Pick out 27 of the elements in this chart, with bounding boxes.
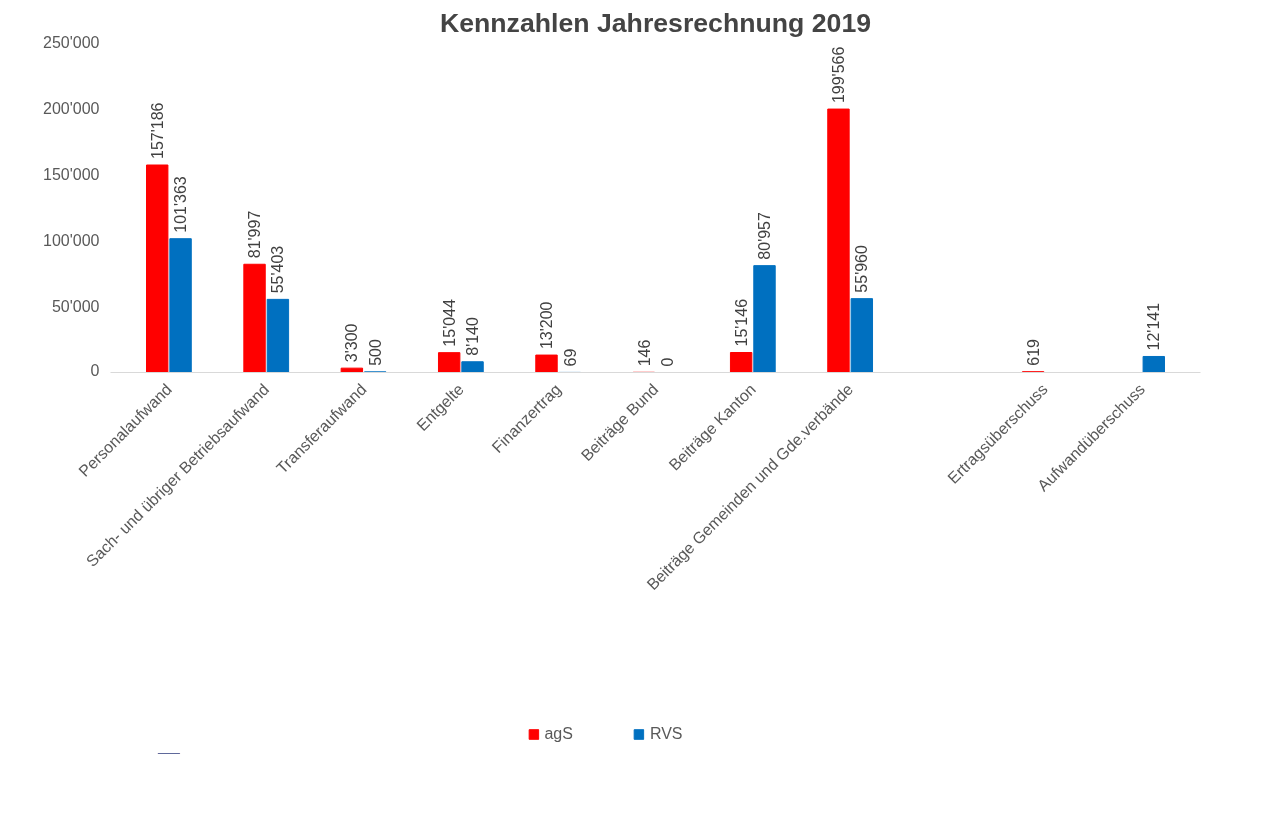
data-label: 69 xyxy=(561,348,579,367)
data-label: 199'566 xyxy=(829,46,847,104)
y-tick-label: 150'000 xyxy=(43,166,100,183)
data-label: 55'403 xyxy=(269,245,287,294)
data-label: 15'044 xyxy=(440,298,458,347)
data-label: 146 xyxy=(635,339,653,367)
y-tick-label: 250'000 xyxy=(43,34,100,51)
y-tick-label: 200'000 xyxy=(43,100,100,117)
legend-label: agS xyxy=(544,725,573,743)
y-tick-label: 50'000 xyxy=(51,298,100,315)
y-tick-label: 0 xyxy=(90,361,100,379)
legend-label: RVS xyxy=(649,725,683,743)
data-label: 13'200 xyxy=(538,301,555,350)
data-label: 55'960 xyxy=(853,244,871,293)
data-label: 3'300 xyxy=(343,323,361,363)
data-label: 500 xyxy=(367,339,385,366)
chart-title: Kennzahlen Jahresrechnung 2019 xyxy=(439,7,872,38)
data-label: 15'146 xyxy=(732,298,750,347)
data-label: 619 xyxy=(1025,338,1043,366)
data-label: 12'141 xyxy=(1145,302,1163,351)
y-tick-label: 100'000 xyxy=(43,232,100,249)
data-label: 101'363 xyxy=(172,176,190,233)
data-label: 81'997 xyxy=(246,210,264,259)
data-label: 157'186 xyxy=(148,102,166,160)
data-label: 8'140 xyxy=(464,317,482,356)
data-label: 80'957 xyxy=(756,211,773,260)
data-label: 0 xyxy=(659,357,677,367)
